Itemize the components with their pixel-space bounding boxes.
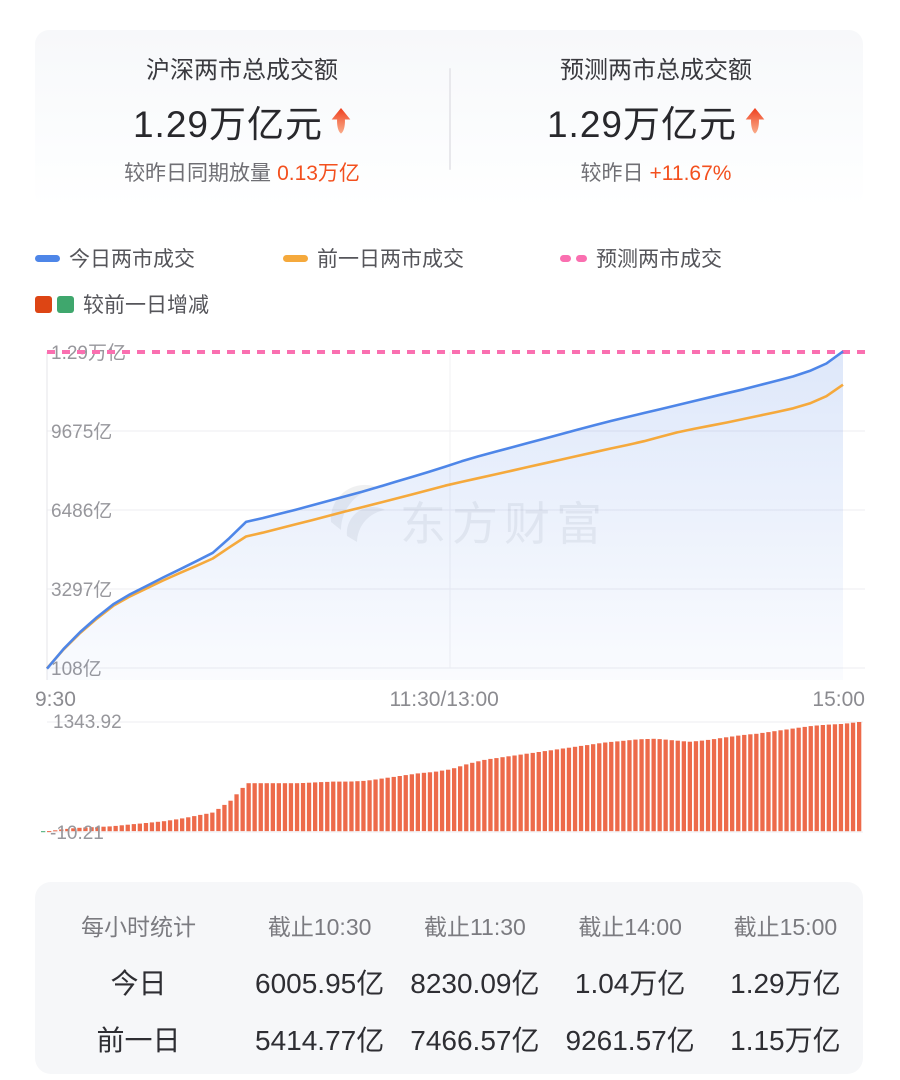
svg-text:6486亿: 6486亿 xyxy=(51,500,112,522)
svg-text:9675亿: 9675亿 xyxy=(51,421,112,443)
legend-label-forecast: 预测两市成交 xyxy=(596,248,722,271)
card-divider xyxy=(449,68,451,170)
actual-turnover-title: 沪深两市总成交额 xyxy=(146,57,338,84)
table-cell: 5414.77亿 xyxy=(255,1024,385,1056)
table-cell: 6005.95亿 xyxy=(255,967,385,999)
today-line-chip xyxy=(35,254,60,262)
svg-text:-10.21: -10.21 xyxy=(50,823,104,844)
forecast-dash-chip xyxy=(560,254,587,262)
table-cell: 9261.57亿 xyxy=(565,1024,695,1056)
actual-sub-label: 较昨日同期放量 xyxy=(124,162,272,185)
actual-turnover-value: 1.29万亿元 xyxy=(132,104,323,145)
table-cell: 截止15:00 xyxy=(733,913,838,940)
table-cell: 前一日 xyxy=(96,1024,181,1056)
forecast-turnover-block: 预测两市总成交额 1.29万亿元 较昨日 +11.67% xyxy=(449,30,863,207)
x-tick-open: 9:30 xyxy=(35,688,76,711)
legend-label-diff: 较前一日增减 xyxy=(83,294,209,317)
diff-green-chip xyxy=(57,295,74,313)
table-cell: 1.04万亿 xyxy=(574,967,686,999)
forecast-sub-value: +11.67% xyxy=(649,162,732,185)
svg-text:1343.92: 1343.92 xyxy=(53,712,122,733)
table-cell: 8230.09亿 xyxy=(410,967,540,999)
table-cell: 截止14:00 xyxy=(578,913,682,940)
svg-text:1.29万亿: 1.29万亿 xyxy=(51,342,126,364)
chart-legend: 今日两市成交 前一日两市成交 预测两市成交 较前一日增减 xyxy=(35,240,865,322)
forecast-turnover-sub: 较昨日 +11.67% xyxy=(581,157,732,187)
table-cell: 每小时统计 xyxy=(81,913,196,940)
svg-text:3297亿: 3297亿 xyxy=(51,579,112,601)
forecast-turnover-title: 预测两市总成交额 xyxy=(560,57,752,84)
up-arrow-icon xyxy=(745,108,765,134)
forecast-sub-label: 较昨日 xyxy=(580,162,644,185)
legend-item-today[interactable]: 今日两市成交 xyxy=(35,243,195,273)
turnover-summary-card: 沪深两市总成交额 1.29万亿元 较昨日同期放量 0.13万亿 预测两市总成交额 … xyxy=(35,30,863,207)
table-header-row: 每小时统计 截止10:30 截止11:30 截止14:00 截止15:00 xyxy=(35,896,863,953)
diff-red-chip xyxy=(35,295,52,313)
table-cell: 今日 xyxy=(110,967,167,999)
x-tick-midday: 11:30/13:00 xyxy=(389,688,499,711)
actual-turnover-sub: 较昨日同期放量 0.13万亿 xyxy=(124,157,360,187)
diff-bar-chart[interactable]: 1343.92 -10.21 xyxy=(35,710,865,850)
legend-label-today: 今日两市成交 xyxy=(69,248,195,271)
forecast-turnover-value: 1.29万亿元 xyxy=(546,104,737,145)
legend-item-prev[interactable]: 前一日两市成交 xyxy=(283,243,464,273)
x-tick-close: 15:00 xyxy=(812,688,865,711)
table-row: 今日 6005.95亿 8230.09亿 1.04万亿 1.29万亿 xyxy=(35,953,863,1010)
table-cell: 7466.57亿 xyxy=(410,1024,540,1056)
table-cell: 1.29万亿 xyxy=(730,967,841,999)
table-cell: 截止10:30 xyxy=(267,913,372,940)
table-row: 前一日 5414.77亿 7466.57亿 9261.57亿 1.15万亿 xyxy=(35,1010,863,1067)
prev-line-chip xyxy=(283,254,308,262)
actual-turnover-block: 沪深两市总成交额 1.29万亿元 较昨日同期放量 0.13万亿 xyxy=(35,30,449,207)
up-arrow-icon xyxy=(331,108,351,134)
table-cell: 截止11:30 xyxy=(423,913,526,940)
x-axis-labels: 9:30 11:30/13:00 15:00 xyxy=(35,688,865,712)
legend-label-prev: 前一日两市成交 xyxy=(317,248,464,271)
actual-sub-value: 0.13万亿 xyxy=(277,162,360,185)
legend-item-forecast[interactable]: 预测两市成交 xyxy=(560,243,722,273)
turnover-line-chart[interactable]: 1.29万亿9675亿6486亿3297亿108亿东方财富 xyxy=(35,340,865,690)
hourly-stats-table: 每小时统计 截止10:30 截止11:30 截止14:00 截止15:00 今日 6005.… xyxy=(35,882,863,1074)
table-cell: 1.15万亿 xyxy=(730,1024,841,1056)
legend-item-diff[interactable]: 较前一日增减 xyxy=(35,289,209,319)
